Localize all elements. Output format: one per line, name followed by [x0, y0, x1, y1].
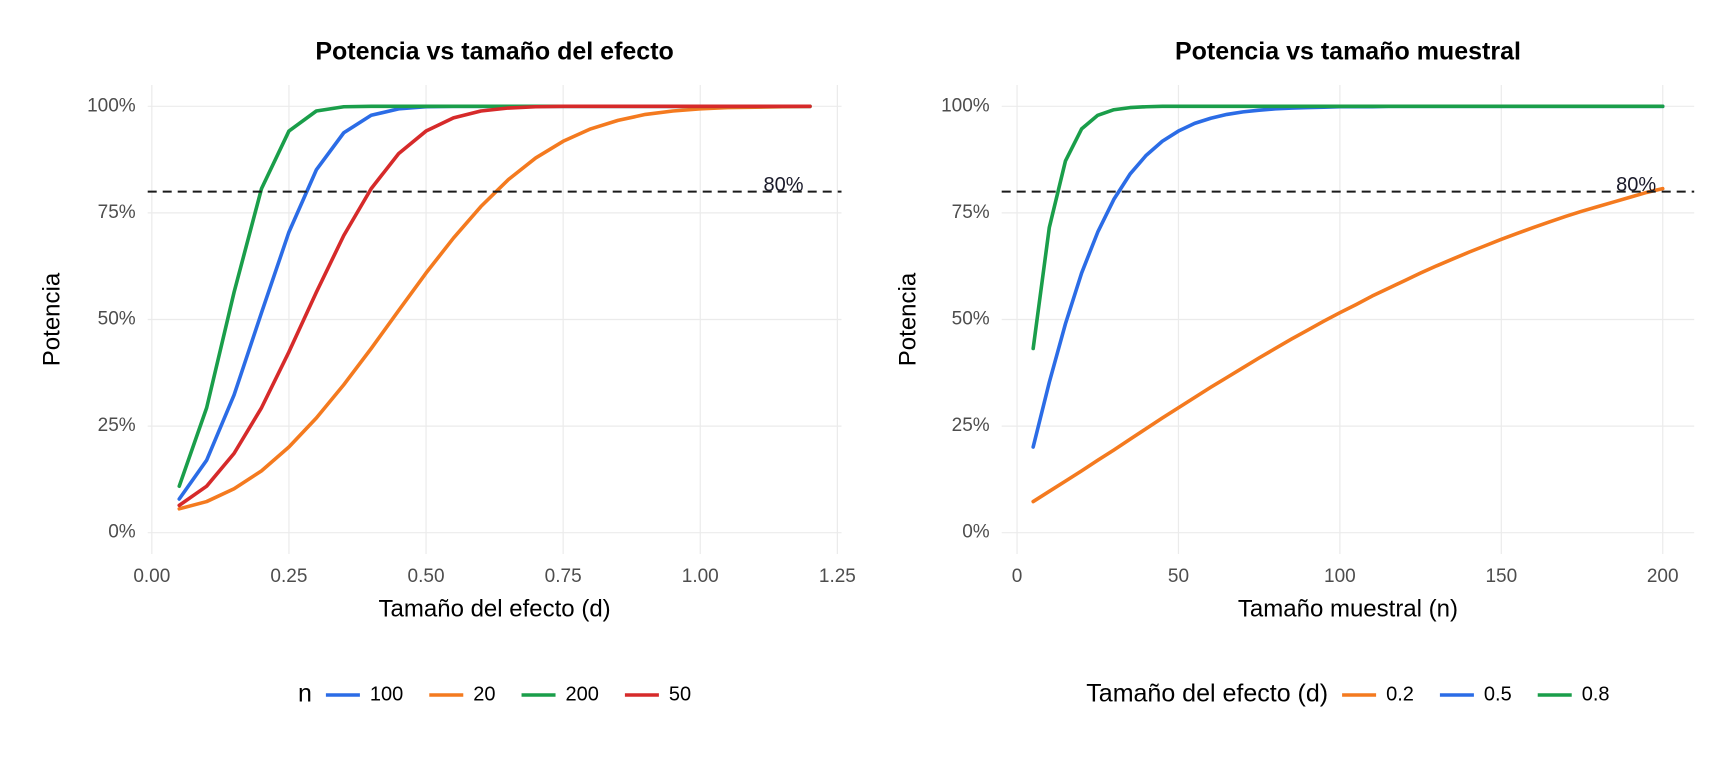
y-tick-label: 100% [941, 95, 990, 116]
x-tick-label: 1.25 [819, 566, 856, 587]
reference-label: 80% [763, 174, 803, 196]
y-tick-label: 25% [98, 415, 136, 436]
series-line [1031, 104, 1665, 449]
chart-title: Potencia vs tamaño del efecto [315, 38, 673, 66]
y-axis-title: Potencia [894, 272, 921, 366]
x-tick-label: 0.75 [545, 566, 582, 587]
series-line [177, 104, 812, 511]
y-tick-label: 0% [108, 522, 136, 543]
y-axis-title: Potencia [38, 272, 65, 366]
series-line [177, 104, 812, 489]
x-tick-label: 0.50 [408, 566, 445, 587]
legend-label: 0.5 [1484, 683, 1512, 705]
legend-title: n [298, 680, 312, 708]
legend-title: Tamaño del efecto (d) [1086, 680, 1328, 708]
chart-title: Potencia vs tamaño muestral [1175, 38, 1521, 66]
x-tick-label: 150 [1485, 566, 1517, 587]
series-line [177, 104, 812, 508]
y-tick-label: 75% [98, 202, 136, 223]
y-tick-label: 0% [962, 522, 990, 543]
legend: Tamaño del efecto (d) 0.2 0.5 0.8 [1086, 680, 1609, 708]
x-axis-title: Tamaño muestral (n) [1238, 595, 1458, 622]
y-tick-label: 50% [98, 309, 136, 330]
series-line [1031, 186, 1665, 504]
x-tick-label: 1.00 [682, 566, 719, 587]
x-tick-label: 0.00 [133, 566, 170, 587]
y-tick-label: 100% [87, 95, 136, 116]
x-tick-label: 0 [1012, 566, 1023, 587]
legend-label: 100 [370, 683, 403, 705]
legend-label: 20 [473, 683, 495, 705]
legend-label: 0.8 [1582, 683, 1610, 705]
reference-label: 80% [1616, 174, 1656, 196]
x-tick-label: 0.25 [270, 566, 307, 587]
y-tick-label: 75% [952, 202, 990, 223]
x-axis-title: Tamaño del efecto (d) [379, 595, 611, 622]
legend-label: 50 [669, 683, 691, 705]
panel: 0% 25% 50% 75% 100% 0.00 0.25 0.50 0.75 1.00 1.25 P… [38, 38, 856, 623]
legend-label: 0.2 [1386, 683, 1414, 705]
panel: 0% 25% 50% 75% 100% 0 50 100 150 200 Potencia vs t… [894, 38, 1695, 622]
x-tick-label: 100 [1324, 566, 1356, 587]
series-line [1031, 104, 1665, 351]
x-tick-label: 200 [1647, 566, 1679, 587]
y-tick-label: 50% [952, 309, 990, 330]
y-tick-label: 25% [952, 415, 990, 436]
x-tick-label: 50 [1168, 566, 1189, 587]
legend: n 100 20 200 50 [298, 680, 691, 708]
legend-label: 200 [566, 683, 599, 705]
